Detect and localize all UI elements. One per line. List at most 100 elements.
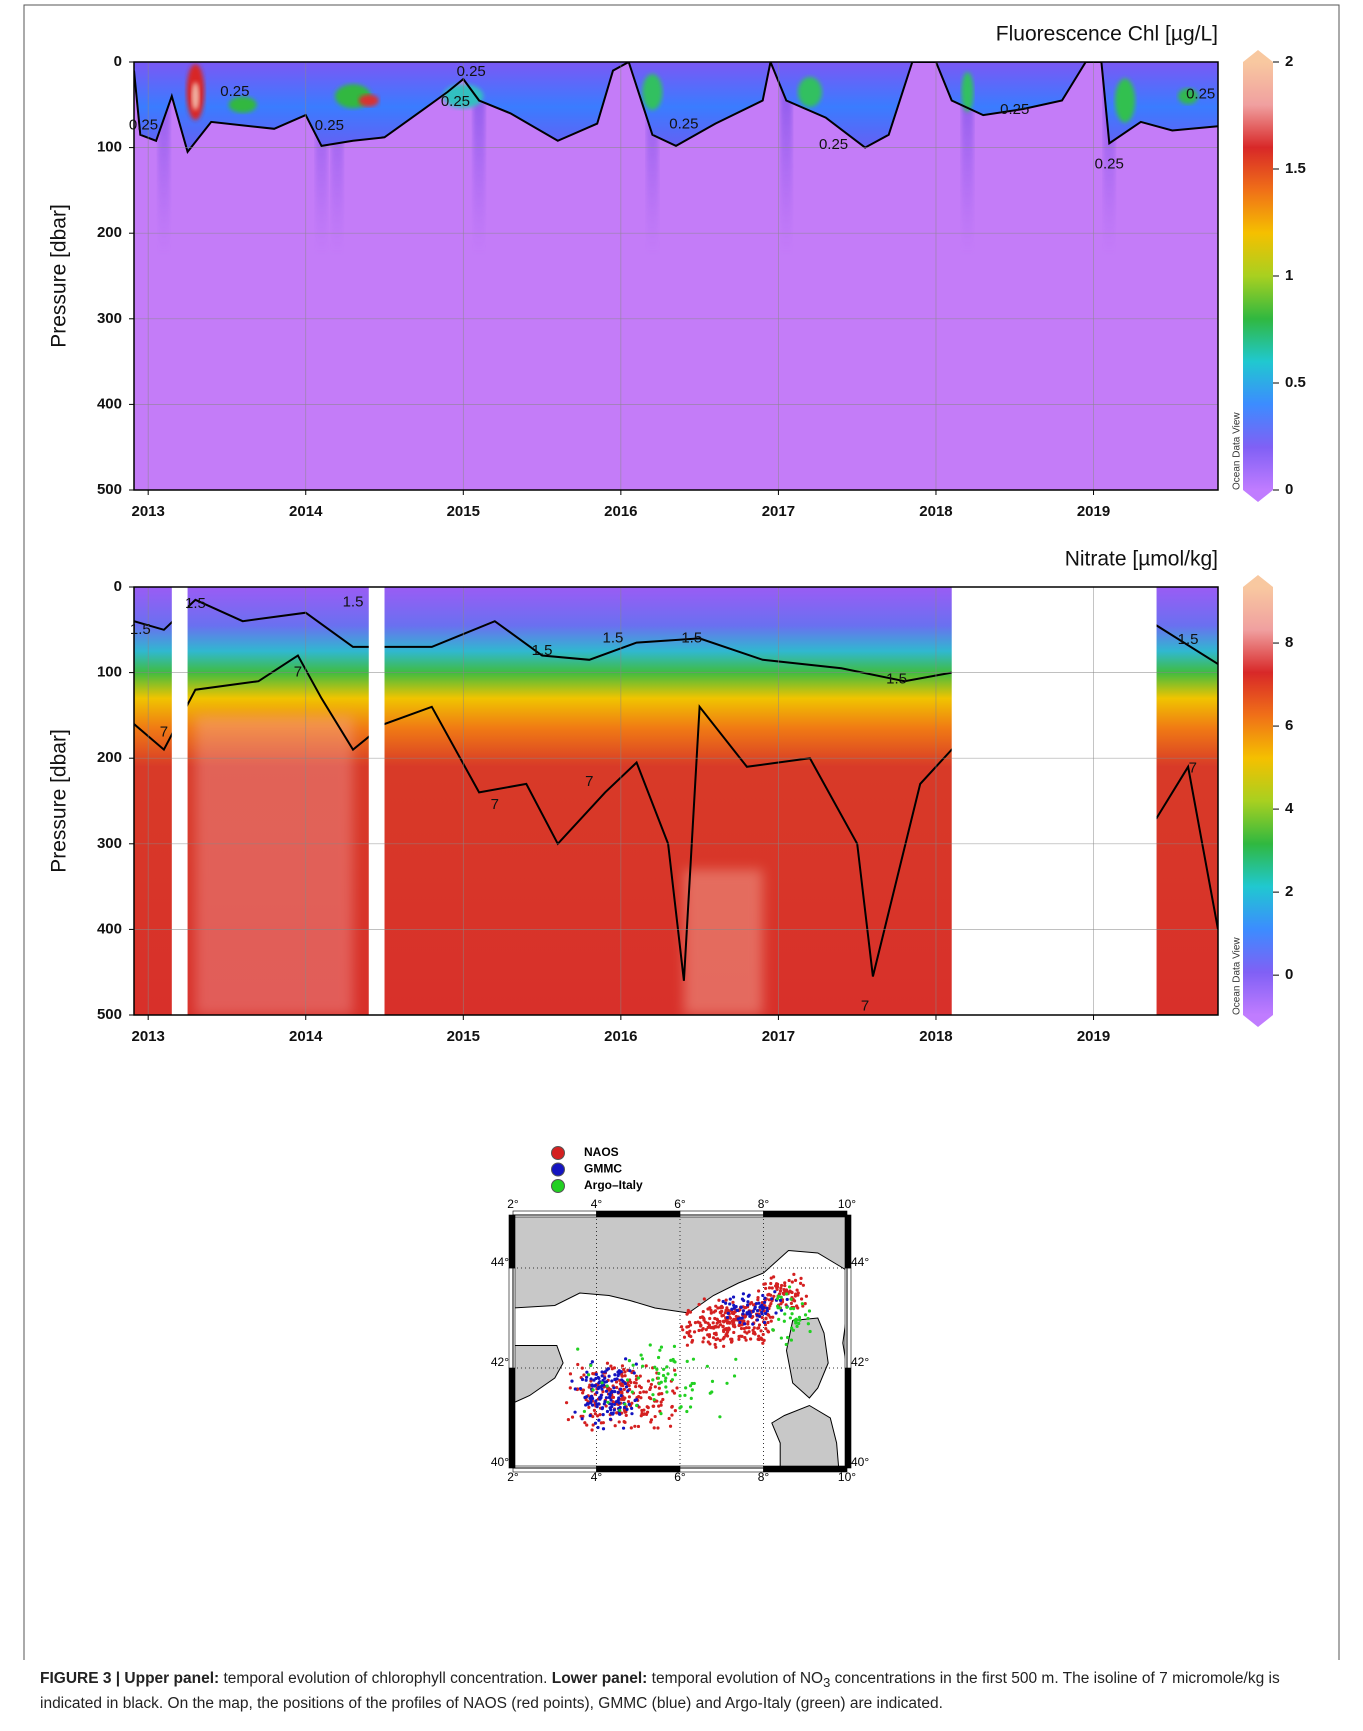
profile-point	[655, 1367, 659, 1371]
profile-point	[629, 1426, 633, 1430]
y-tick-label: 0	[114, 53, 122, 70]
x-tick-label: 2014	[289, 1028, 323, 1045]
profile-point	[617, 1401, 621, 1405]
profile-point	[727, 1327, 731, 1331]
colorbar-tick-label: 4	[1285, 800, 1294, 817]
profile-point	[592, 1408, 597, 1413]
profile-point	[585, 1423, 589, 1427]
lat-label: 40°	[851, 1455, 869, 1469]
contour-label: 0.25	[220, 83, 249, 100]
profile-point	[764, 1327, 768, 1331]
profile-point	[657, 1386, 661, 1390]
profile-point	[762, 1338, 766, 1342]
profile-point	[653, 1385, 657, 1389]
profile-point	[693, 1321, 698, 1325]
profile-point	[665, 1390, 669, 1394]
profile-point	[660, 1392, 664, 1396]
profile-point	[668, 1424, 673, 1428]
profile-point	[659, 1411, 663, 1416]
profile-point	[784, 1342, 788, 1347]
profile-point	[616, 1373, 620, 1378]
profile-point	[798, 1281, 803, 1286]
profile-point	[679, 1325, 684, 1329]
profile-point	[601, 1427, 606, 1431]
profile-point	[590, 1360, 594, 1364]
profile-point	[763, 1296, 767, 1300]
profile-point	[709, 1308, 713, 1312]
profile-point	[784, 1288, 789, 1292]
profile-point	[659, 1400, 663, 1404]
contour-label: 0.25	[1095, 156, 1124, 173]
profile-point	[656, 1426, 660, 1430]
profile-point	[607, 1388, 611, 1392]
profile-point	[717, 1298, 721, 1302]
contour-label: 1.5	[343, 593, 364, 610]
profile-point	[585, 1370, 589, 1374]
profile-point	[579, 1414, 583, 1418]
profile-point	[570, 1379, 574, 1383]
profile-point	[628, 1369, 632, 1373]
profile-point	[636, 1424, 641, 1429]
contour-label: 7	[294, 664, 302, 681]
profile-point	[672, 1344, 677, 1348]
profile-point	[627, 1402, 631, 1406]
profile-point	[581, 1388, 586, 1392]
profile-point	[716, 1325, 720, 1329]
profile-point	[715, 1318, 719, 1322]
profile-point	[652, 1404, 656, 1408]
colorbar-cap	[1243, 50, 1273, 62]
legend-marker	[551, 1146, 565, 1160]
profile-point	[741, 1312, 745, 1316]
frame-segment	[508, 1367, 516, 1469]
profile-point	[597, 1418, 601, 1422]
profile-point	[590, 1428, 594, 1432]
profile-point	[807, 1309, 812, 1313]
profile-point	[779, 1295, 783, 1299]
profile-point	[616, 1390, 620, 1394]
profile-point	[597, 1385, 601, 1390]
profile-point	[745, 1331, 749, 1335]
profile-point	[742, 1322, 747, 1326]
profile-point	[599, 1396, 603, 1400]
profile-point	[744, 1338, 748, 1342]
contour-label: 7	[491, 796, 499, 813]
profile-point	[661, 1397, 665, 1402]
profile-point	[753, 1305, 757, 1309]
frame-segment	[679, 1465, 764, 1473]
profile-point	[587, 1373, 591, 1377]
profile-point	[690, 1381, 694, 1386]
profile-point	[671, 1389, 675, 1393]
profile-point	[611, 1412, 615, 1416]
profile-point	[627, 1384, 631, 1388]
profile-point	[758, 1314, 762, 1318]
profile-point	[566, 1417, 570, 1422]
caption: FIGURE 3 | Upper panel: temporal evoluti…	[40, 1668, 1330, 1714]
profile-point	[766, 1329, 770, 1333]
profile-point	[771, 1328, 775, 1332]
y-axis-label: Pressure [dbar]	[48, 729, 71, 873]
profile-point	[606, 1367, 610, 1371]
y-tick-label: 100	[97, 664, 122, 681]
profile-point	[789, 1290, 793, 1294]
profile-point	[595, 1414, 600, 1418]
profile-point	[642, 1412, 647, 1416]
colorbar-cap	[1243, 1015, 1273, 1027]
profile-point	[775, 1297, 780, 1301]
profile-point	[732, 1374, 737, 1378]
profile-point	[745, 1312, 749, 1316]
profile-point	[611, 1395, 616, 1399]
profile-point	[598, 1413, 602, 1417]
profile-point	[716, 1337, 720, 1341]
profile-point	[588, 1401, 593, 1405]
x-tick-label: 2018	[919, 1028, 952, 1045]
profile-point	[769, 1276, 773, 1280]
profile-point	[754, 1302, 759, 1306]
profile-point	[720, 1309, 724, 1313]
y-tick-label: 0	[114, 578, 122, 595]
profile-point	[651, 1393, 655, 1397]
profile-point	[659, 1403, 663, 1407]
profile-point	[763, 1282, 767, 1286]
profile-point	[582, 1409, 587, 1414]
profile-point	[613, 1390, 617, 1394]
profile-point	[682, 1335, 687, 1339]
